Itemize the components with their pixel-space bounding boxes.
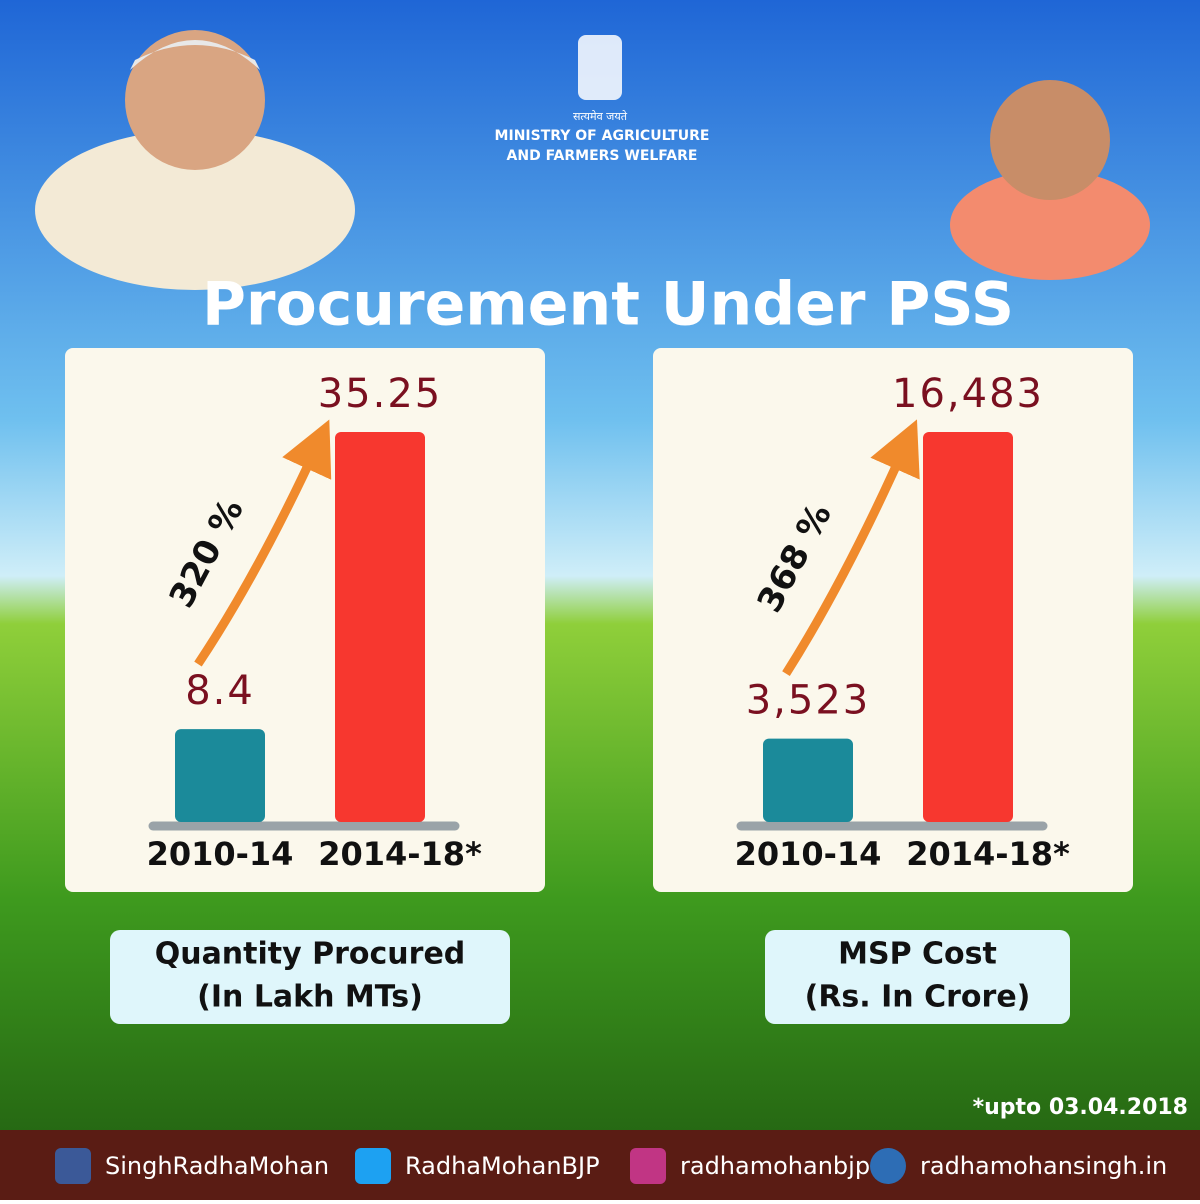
x-tick-label: 2014-18* — [318, 835, 482, 873]
social-icon — [55, 1148, 91, 1184]
value-label: 3,523 — [746, 678, 871, 724]
bar — [335, 432, 425, 822]
caption-title: MSP Cost — [838, 937, 997, 972]
value-label: 8.4 — [185, 668, 255, 714]
footer-bar — [0, 1130, 1200, 1200]
portrait-right — [950, 80, 1150, 280]
caption-unit: (In Lakh MTs) — [197, 980, 423, 1015]
emblem — [578, 35, 622, 100]
value-label: 35.25 — [318, 371, 443, 417]
x-tick-label: 2014-18* — [906, 835, 1070, 873]
footnote: *upto 03.04.2018 — [973, 1095, 1188, 1120]
ministry-line: AND FARMERS WELFARE — [507, 148, 698, 164]
value-label: 16,483 — [892, 371, 1044, 417]
social-handle: radhamohansingh.in — [920, 1152, 1167, 1180]
headline: Procurement Under PSS — [202, 270, 1014, 340]
growth-arrow — [194, 419, 332, 667]
social-icon — [870, 1148, 906, 1184]
portrait-left — [35, 30, 355, 290]
motto: सत्यमेव जयते — [573, 110, 628, 123]
bar — [763, 738, 853, 822]
bar — [175, 729, 265, 822]
social-handle: radhamohanbjp — [680, 1152, 870, 1180]
social-handle: SinghRadhaMohan — [105, 1152, 329, 1180]
social-icon — [630, 1148, 666, 1184]
ministry-line: MINISTRY OF AGRICULTURE — [495, 128, 710, 144]
caption-box — [110, 930, 510, 1024]
caption-title: Quantity Procured — [155, 937, 466, 972]
social-handle: RadhaMohanBJP — [405, 1152, 600, 1180]
caption-unit: (Rs. In Crore) — [805, 980, 1031, 1015]
social-icon — [355, 1148, 391, 1184]
x-tick-label: 2010-14 — [147, 835, 294, 873]
card — [65, 348, 545, 892]
bar — [923, 432, 1013, 822]
card — [653, 348, 1133, 892]
growth-arrow — [782, 419, 920, 677]
caption-box — [765, 930, 1070, 1024]
x-tick-label: 2010-14 — [735, 835, 882, 873]
